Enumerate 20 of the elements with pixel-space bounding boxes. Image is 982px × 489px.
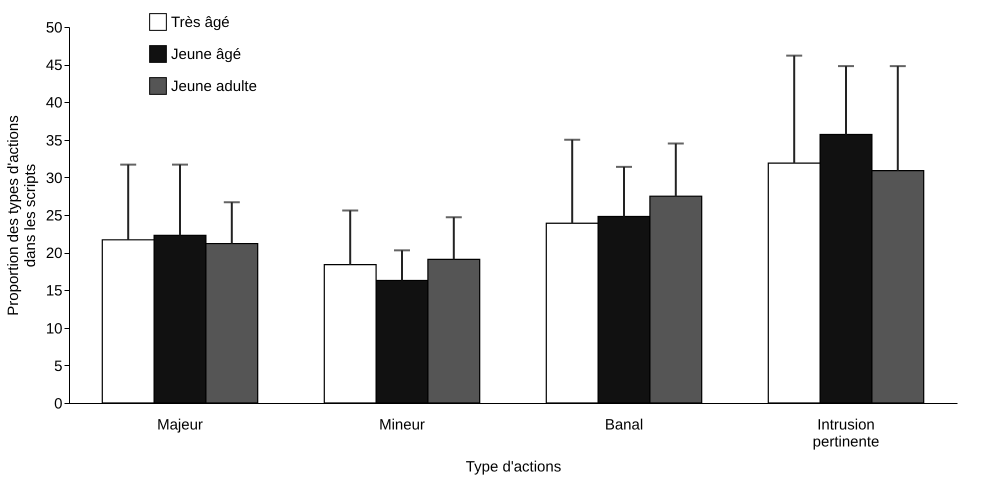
y-tick-label: 30 xyxy=(46,170,62,187)
y-tick-label: 50 xyxy=(46,20,62,36)
y-tick-label: 15 xyxy=(46,282,62,300)
y-tick-label: 5 xyxy=(54,358,62,375)
y-tick-label: 10 xyxy=(46,320,62,338)
y-tick-label: 0 xyxy=(54,396,62,412)
legend-label: Jeune âgé xyxy=(171,46,242,63)
y-tick-label: 35 xyxy=(46,132,62,150)
y-tick-label: 20 xyxy=(46,245,62,262)
x-tick-label: Intrusion pertinente xyxy=(812,416,880,450)
y-tick-label: 45 xyxy=(46,57,62,74)
legend-label: Très âgé xyxy=(171,14,230,31)
y-tick-label: 25 xyxy=(46,208,62,224)
x-axis-title: Type d'actions xyxy=(466,458,562,476)
x-tick-label: Mineur xyxy=(379,416,425,434)
x-tick-label: Majeur xyxy=(157,416,203,434)
y-tick-label: 40 xyxy=(46,94,62,112)
x-tick-label: Banal xyxy=(604,416,644,434)
y-axis-title: Proportion des types d'actions dans les scripts xyxy=(4,115,39,316)
legend-label: Jeune adulte xyxy=(171,78,257,95)
